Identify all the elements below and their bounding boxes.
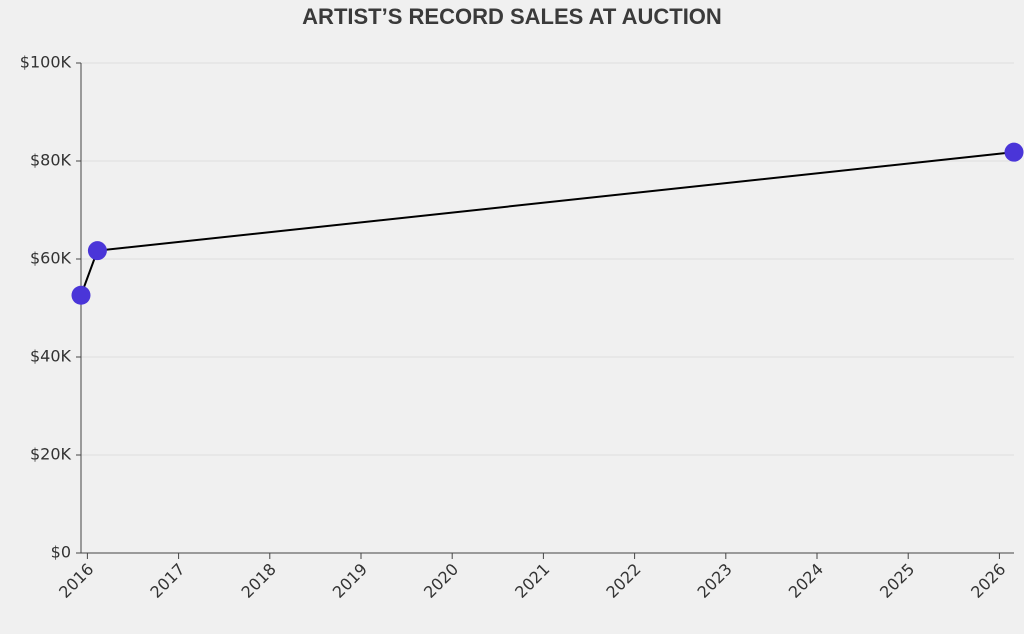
y-tick-label: $20K <box>30 445 72 464</box>
point <box>87 241 107 261</box>
y-tick-label: $60K <box>30 249 72 268</box>
x-tick-label: 2021 <box>511 560 553 602</box>
x-tick-label: 2022 <box>602 560 644 602</box>
point <box>1004 142 1024 162</box>
y-tick-label: $0 <box>51 543 71 562</box>
x-tick-label: 2020 <box>420 560 462 602</box>
x-tick-label: 2018 <box>238 560 280 602</box>
x-tick-label: 2017 <box>146 560 188 602</box>
x-tick-label: 2023 <box>694 560 736 602</box>
point <box>71 285 91 305</box>
x-tick-label: 2024 <box>785 560 827 602</box>
y-tick-label: $80K <box>30 151 72 170</box>
chart-title: ARTIST’S RECORD SALES AT AUCTION <box>302 4 722 29</box>
y-tick-label: $100K <box>20 53 72 72</box>
x-tick-label: 2016 <box>55 560 97 602</box>
x-tick-label: 2026 <box>967 560 1009 602</box>
x-tick-label: 2019 <box>329 560 371 602</box>
y-tick-label: $40K <box>30 347 72 366</box>
line <box>80 151 1015 296</box>
x-tick-label: 2025 <box>876 560 918 602</box>
